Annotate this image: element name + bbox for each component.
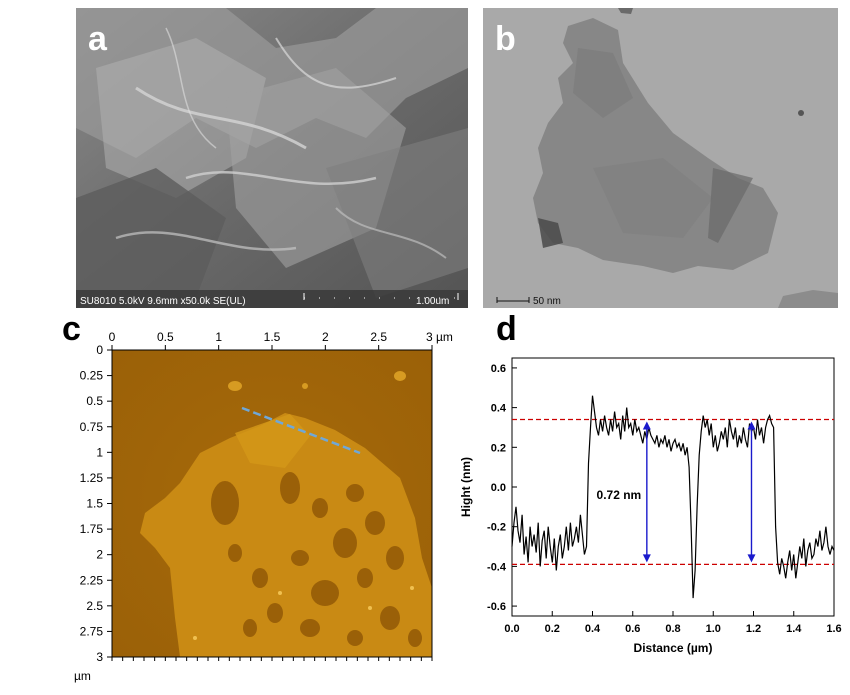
tem-image-panel: 50 nm b	[483, 8, 838, 308]
afm-unit-label: µm	[74, 669, 91, 683]
x-tick-label: 1.6	[826, 623, 841, 635]
sem-info-bar: SU8010 5.0kV 9.6mm x50.0k SE(UL)	[80, 296, 246, 307]
afm-plot: 0 0.5 1 1.5 2 2.5 3 µm 0 0.25 0.5 0.75 1 1.25 1.5 1.7…	[74, 330, 453, 683]
afm-y-tick-label: 0.5	[86, 394, 103, 408]
afm-y-tick-label: 1.5	[86, 497, 103, 511]
afm-y-tick-label: 1	[96, 445, 103, 459]
afm-x-tick-label: 0	[109, 330, 116, 344]
afm-y-tick-label: 3	[96, 650, 103, 664]
sem-scale-label: 1.00um	[416, 296, 449, 307]
afm-x-tick-label: 2	[322, 330, 329, 344]
x-tick-label: 1.0	[706, 623, 721, 635]
x-tick-label: 1.4	[786, 623, 802, 635]
tem-scale-label: 50 nm	[533, 296, 561, 307]
afm-x-tick-label: 1	[215, 330, 222, 344]
afm-x-tick-label: 1.5	[264, 330, 281, 344]
sem-image-panel: SU8010 5.0kV 9.6mm x50.0k SE(UL) 1.00um …	[76, 8, 468, 308]
sem-micrograph: SU8010 5.0kV 9.6mm x50.0k SE(UL) 1.00um	[76, 8, 468, 308]
x-tick-label: 1.2	[746, 623, 761, 635]
x-tick-label: 0.8	[665, 623, 680, 635]
y-tick-label: -0.4	[487, 561, 507, 573]
afm-x-tick-label: 2.5	[370, 330, 387, 344]
afm-y-tick-label: 0	[96, 343, 103, 357]
x-tick-label: 0.2	[545, 623, 560, 635]
y-tick-label: -0.2	[487, 522, 506, 534]
afm-image-panel: 0 0.5 1 1.5 2 2.5 3 µm 0 0.25 0.5 0.75 1 1.25 1.5 1.7…	[60, 312, 480, 690]
step-arrow-head-up	[747, 421, 756, 430]
y-tick-label: -0.6	[487, 601, 506, 613]
afm-x-tick-label: 0.5	[157, 330, 174, 344]
profile-series-line	[511, 395, 835, 599]
panel-label-a: a	[88, 20, 107, 58]
afm-y-tick-label: 1.75	[80, 522, 104, 536]
afm-y-tick-label: 1.25	[80, 471, 104, 485]
afm-y-tick-label: 2.75	[80, 624, 104, 638]
x-tick-label: 0.6	[625, 623, 640, 635]
afm-y-tick-label: 0.75	[80, 420, 104, 434]
x-axis-label: Distance (µm)	[634, 641, 713, 655]
afm-y-tick-label: 0.25	[80, 369, 104, 383]
afm-y-tick-label: 2.25	[80, 573, 104, 587]
afm-y-tick-label: 2	[96, 548, 103, 562]
x-tick-label: 0.0	[504, 623, 519, 635]
height-profile-panel: 0.0 0.2 0.4 0.6 0.8 1.0 1.2 1.4 1.6 -0.6 -0.4 -0.2 0…	[456, 312, 850, 690]
y-tick-label: 0.2	[491, 442, 506, 454]
step-arrow-head-down	[642, 554, 651, 563]
x-tick-label: 0.4	[585, 623, 601, 635]
tem-micrograph: 50 nm	[483, 8, 838, 308]
afm-x-tick-label: 3 µm	[426, 330, 453, 344]
y-tick-label: 0.0	[491, 482, 506, 494]
height-profile-chart: 0.0 0.2 0.4 0.6 0.8 1.0 1.2 1.4 1.6 -0.6 -0.4 -0.2 0…	[459, 357, 842, 655]
y-axis-label: Hight (nm)	[459, 457, 473, 517]
step-height-annotation: 0.72 nm	[597, 488, 642, 502]
panel-label-c: c	[62, 310, 81, 348]
afm-y-tick-label: 2.5	[86, 599, 103, 613]
panel-label-d: d	[496, 310, 517, 348]
panel-label-b: b	[495, 20, 516, 58]
y-tick-label: 0.4	[491, 403, 507, 415]
step-arrow-head-up	[642, 421, 651, 430]
y-tick-label: 0.6	[491, 363, 506, 375]
step-arrow-head-down	[747, 554, 756, 563]
